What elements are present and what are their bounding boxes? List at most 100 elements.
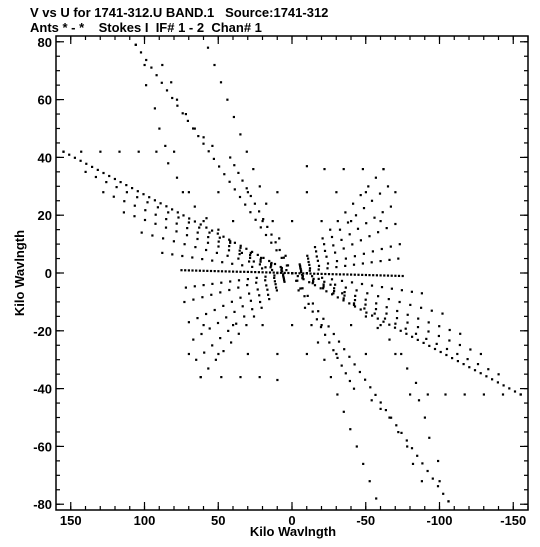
- uv-point: [300, 269, 303, 272]
- uv-point: [354, 294, 357, 297]
- uv-point: [170, 81, 173, 84]
- uv-point: [394, 222, 397, 226]
- uv-point: [239, 246, 242, 249]
- uv-point: [99, 150, 102, 153]
- uv-point: [344, 264, 347, 267]
- uv-point: [96, 168, 99, 171]
- uv-point: [208, 231, 211, 234]
- uv-point: [171, 208, 174, 211]
- uv-point: [228, 245, 231, 248]
- uv-point: [323, 280, 326, 283]
- uv-point: [287, 271, 290, 275]
- uv-point: [387, 298, 390, 301]
- uv-point: [479, 372, 482, 375]
- uv-point: [94, 175, 97, 179]
- uv-point: [240, 251, 243, 254]
- uv-point: [496, 381, 499, 384]
- uv-point: [323, 243, 326, 246]
- uv-point: [320, 272, 323, 275]
- uv-point: [406, 445, 409, 448]
- uv-point: [206, 46, 210, 49]
- uv-point: [249, 256, 252, 259]
- uv-point: [405, 439, 408, 442]
- uv-point: [311, 310, 314, 313]
- uv-point: [172, 240, 175, 243]
- uv-point: [80, 150, 83, 153]
- uv-point: [186, 119, 189, 122]
- uv-point: [466, 358, 469, 361]
- uv-point: [519, 393, 522, 396]
- uv-point: [322, 283, 325, 286]
- uv-point: [491, 378, 494, 381]
- uv-point: [355, 445, 358, 448]
- uv-point: [384, 409, 387, 412]
- uv-point: [311, 302, 314, 305]
- uv-point: [303, 295, 306, 298]
- uv-point: [226, 254, 229, 257]
- uv-point: [203, 351, 206, 354]
- uv-point: [340, 364, 343, 367]
- uv-point: [329, 376, 332, 379]
- uv-point: [167, 211, 170, 214]
- uv-point: [151, 234, 154, 237]
- uv-point: [238, 195, 242, 199]
- uv-point: [165, 89, 169, 92]
- uv-point: [428, 344, 431, 347]
- uv-point: [313, 272, 316, 275]
- uv-point: [265, 202, 268, 205]
- uv-point: [257, 271, 260, 274]
- uv-point: [331, 273, 334, 276]
- uv-point: [213, 308, 216, 312]
- uv-point: [485, 375, 488, 378]
- uv-point: [264, 279, 267, 282]
- uv-point: [187, 191, 190, 194]
- uv-point: [448, 328, 451, 332]
- uv-point: [326, 267, 329, 270]
- uv-point: [68, 153, 71, 156]
- uv-point: [237, 332, 240, 335]
- uv-point: [214, 358, 217, 361]
- uv-point: [357, 273, 360, 276]
- uv-point: [211, 259, 214, 262]
- uv-point: [193, 220, 196, 223]
- uv-point: [363, 307, 366, 310]
- uv-point: [382, 168, 385, 171]
- uv-point: [282, 277, 285, 280]
- uv-point: [270, 263, 273, 266]
- uv-point: [255, 276, 258, 279]
- uv-point: [282, 256, 285, 259]
- uv-point: [329, 228, 332, 231]
- uv-point: [372, 274, 375, 277]
- uv-point: [414, 332, 418, 335]
- uv-point: [162, 237, 165, 240]
- uv-point: [362, 207, 366, 210]
- uv-point: [233, 241, 236, 244]
- uv-point: [337, 340, 341, 343]
- uv-point: [206, 269, 209, 272]
- uv-point: [286, 264, 290, 267]
- uv-point: [251, 265, 254, 268]
- uv-point: [223, 173, 226, 176]
- uv-point: [232, 324, 235, 327]
- uv-point: [410, 290, 413, 293]
- uv-point: [112, 195, 115, 198]
- uv-point: [385, 312, 388, 315]
- uv-point: [191, 256, 194, 259]
- uv-point: [310, 324, 313, 327]
- uv-point: [145, 58, 148, 62]
- uv-point: [299, 264, 302, 267]
- uv-point: [233, 188, 236, 191]
- y-tick-label: 40: [38, 150, 52, 165]
- uv-point: [386, 274, 390, 277]
- uv-point: [420, 480, 423, 483]
- uv-point: [305, 191, 308, 194]
- uv-point: [156, 206, 159, 209]
- uv-point: [165, 205, 168, 208]
- uv-point: [353, 273, 356, 276]
- uv-point: [202, 220, 205, 223]
- uv-point: [359, 308, 362, 311]
- uv-point: [176, 104, 179, 107]
- uv-point: [258, 263, 261, 266]
- uv-point: [317, 268, 320, 271]
- uv-point: [211, 229, 214, 232]
